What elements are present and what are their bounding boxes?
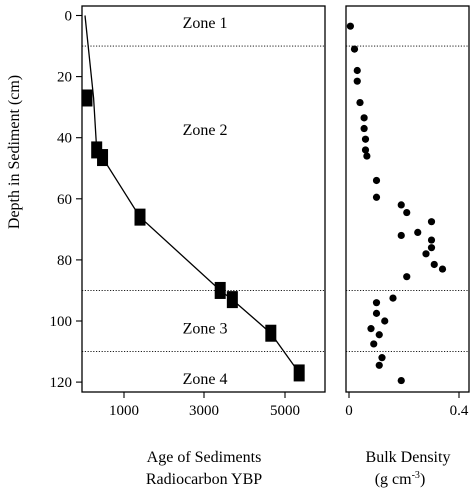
depth-tick-label: 20	[57, 70, 72, 86]
depth-axis: 0 20 40 60 80 100 120	[50, 9, 82, 391]
density-point	[397, 376, 405, 385]
density-point	[353, 77, 361, 85]
radiocarbon-date-marker	[134, 208, 146, 226]
radiocarbon-date-marker	[214, 281, 226, 299]
density-point	[403, 208, 411, 217]
density-point	[350, 45, 359, 53]
age-tick-label: 1000	[109, 403, 139, 419]
age-axis-title-line1: Age of Sediments	[147, 449, 262, 466]
density-point	[361, 146, 370, 154]
radiocarbon-date-marker	[81, 89, 93, 107]
depth-tick-label: 120	[50, 375, 73, 391]
radiocarbon-date-marker	[226, 291, 238, 309]
density-point	[397, 231, 405, 240]
depth-tick-label: 100	[50, 314, 73, 330]
density-point	[372, 176, 381, 185]
density-tick-label: 0	[345, 403, 353, 419]
density-axis: 0 0.4	[345, 392, 469, 419]
radiocarbon-date-marker	[91, 141, 103, 159]
radiocarbon-date-marker	[97, 149, 109, 167]
density-point	[389, 294, 397, 302]
density-axis-unit: (g cm-3)	[375, 470, 426, 488]
density-point	[397, 201, 405, 209]
density-point	[360, 114, 368, 122]
radiocarbon-date-marker	[265, 324, 277, 342]
density-point	[427, 218, 436, 226]
density-point	[414, 228, 422, 237]
density-point	[372, 299, 381, 307]
density-tick-label: 0.4	[450, 403, 469, 419]
density-unit-text: (g cm	[375, 471, 412, 488]
density-point	[372, 193, 381, 201]
density-point	[375, 331, 383, 339]
zone-label-4: Zone 4	[183, 371, 228, 388]
zone-label-2: Zone 2	[183, 122, 228, 139]
density-point	[375, 361, 383, 369]
zone-label-1: Zone 1	[183, 15, 228, 32]
density-point	[422, 250, 430, 258]
density-unit-exponent: -3	[412, 470, 420, 481]
age-tick-label: 3000	[189, 403, 219, 419]
density-point	[438, 265, 447, 273]
age-zone-boundaries	[82, 45, 325, 352]
age-axis-title-line2: Radiocarbon YBP	[146, 471, 262, 488]
radiocarbon-date-marker	[293, 364, 305, 382]
density-point	[372, 309, 381, 317]
depth-tick-label: 0	[65, 9, 73, 25]
density-point	[378, 354, 386, 362]
age-depth-series	[81, 15, 305, 382]
density-point	[427, 236, 436, 244]
density-point	[381, 317, 389, 325]
zone-labels: Zone 1 Zone 2 Zone 3 Zone 4	[183, 15, 228, 388]
bulk-density-series	[346, 22, 447, 385]
density-point	[427, 244, 436, 252]
density-panel: 0 0.4	[345, 5, 470, 419]
density-unit-close: )	[420, 471, 425, 488]
density-point	[346, 22, 354, 30]
density-panel-frame	[345, 5, 470, 393]
density-point	[361, 135, 370, 143]
depth-tick-label: 80	[57, 253, 72, 269]
density-point	[356, 98, 364, 107]
density-point	[403, 273, 411, 281]
age-tick-label: 5000	[270, 403, 300, 419]
depth-tick-label: 60	[57, 192, 72, 208]
density-point	[430, 260, 438, 269]
depth-tick-label: 40	[57, 131, 72, 147]
density-point	[360, 124, 368, 133]
age-depth-line	[84, 15, 300, 374]
depth-axis-title: Depth in Sediment (cm)	[6, 75, 23, 229]
density-point	[367, 325, 375, 333]
density-axis-title-line1: Bulk Density	[366, 449, 451, 466]
density-point	[370, 340, 378, 348]
zone-label-3: Zone 3	[183, 321, 228, 338]
density-zone-boundaries	[346, 45, 469, 352]
density-point	[363, 152, 371, 160]
age-axis: 1000 3000 5000	[109, 392, 300, 419]
density-point	[353, 66, 361, 75]
